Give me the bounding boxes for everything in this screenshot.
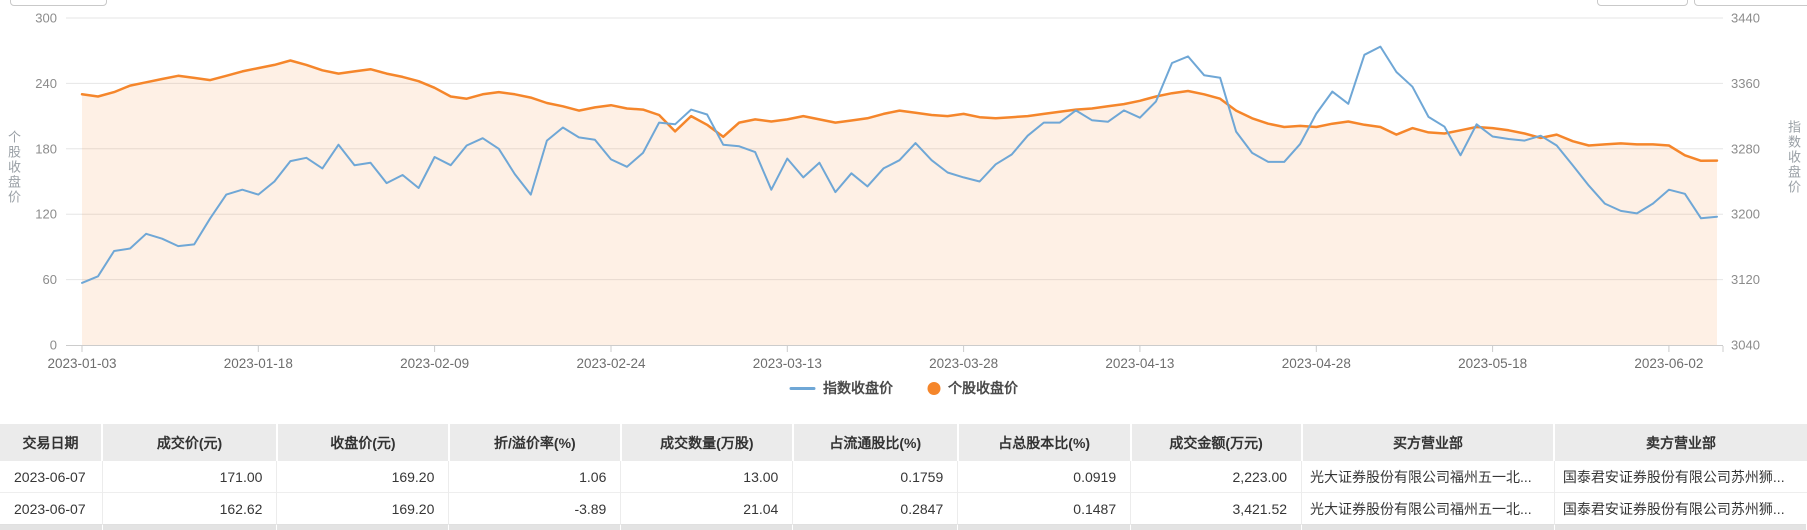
cell-total-share-ratio: 0.0919 [957, 461, 1132, 493]
legend-circle-marker [927, 381, 940, 395]
col-header-buyer-branch: 买方营业部 [1301, 424, 1556, 461]
cell-float-share-ratio: 0.1759 [792, 461, 959, 493]
stock-price-area [82, 60, 1717, 345]
col-header-total-share-ratio: 占总股本比(%) [957, 424, 1132, 461]
legend-item-index-close[interactable]: 指数收盘价 [789, 378, 893, 398]
x-axis-tick-label: 2023-04-13 [1105, 356, 1174, 371]
partial-control-left[interactable] [10, 0, 107, 6]
left-axis-title: 个股收盘价 [6, 130, 21, 205]
right-axis-tick-label: 3200 [1731, 207, 1760, 222]
left-axis-tick-label: 60 [43, 272, 57, 287]
x-axis-tick-label: 2023-05-18 [1458, 356, 1527, 371]
cell-amount: 3,421.52 [1130, 492, 1303, 525]
x-axis-tick-label: 2023-01-18 [224, 356, 293, 371]
cell-seller-branch[interactable]: 国泰君安证券股份有限公司苏州狮... [1554, 492, 1807, 525]
cell-premium-rate: 1.06 [448, 461, 622, 493]
cell-buyer-branch[interactable]: 光大证券股份有限公司福州五一北... [1301, 461, 1555, 493]
left-axis-tick-label: 240 [35, 76, 57, 91]
partial-control-right-2[interactable] [1694, 0, 1807, 6]
cell-trade-date: 2023-06-07 [0, 461, 103, 493]
cell-total-share-ratio: 0.1487 [957, 492, 1132, 525]
right-axis-tick-label: 3040 [1731, 338, 1760, 353]
table-header-row: 交易日期 成交价(元) 收盘价(元) 折/溢价率(%) 成交数量(万股) 占流通… [0, 424, 1807, 461]
stock-close-line [80, 59, 1719, 163]
left-axis-tick-label: 120 [35, 207, 57, 222]
col-header-trade-date: 交易日期 [0, 424, 104, 461]
left-axis-tick-label: 300 [35, 11, 57, 26]
right-axis-tick-label: 3120 [1731, 272, 1760, 287]
right-axis-tick-label: 3440 [1731, 11, 1760, 26]
left-axis-tick-label: 180 [35, 141, 57, 156]
x-axis-tick-label: 2023-06-02 [1634, 356, 1703, 371]
legend-label: 个股收盘价 [948, 380, 1018, 396]
price-chart[interactable]: 2023-01-03 2023-01-18 2023-02-09 2023-02-24… [0, 0, 1807, 412]
cell-float-share-ratio: 0.2847 [792, 492, 959, 525]
cell-deal-price: 171.00 [102, 461, 278, 493]
cell-close-price: 169.20 [276, 492, 450, 525]
right-axis-title: 指数收盘价 [1786, 120, 1801, 195]
cell-amount: 2,223.00 [1130, 461, 1303, 493]
cell-premium-rate: -3.89 [448, 492, 622, 525]
price-chart-canvas: 2023-01-03 2023-01-18 2023-02-09 2023-02-24… [35, 11, 1760, 372]
right-axis-tick-label: 3280 [1731, 141, 1760, 156]
x-axis-tick-label: 2023-03-28 [929, 356, 998, 371]
chart-legend: 指数收盘价 个股收盘价 [789, 378, 1018, 398]
table-row[interactable]: 2023-06-07 171.00 169.20 1.06 13.00 0.17… [0, 461, 1807, 493]
cell-trade-date: 2023-06-07 [0, 492, 103, 525]
col-header-amount: 成交金额(万元) [1130, 424, 1303, 461]
x-axis-tick-label: 2023-02-24 [576, 356, 646, 371]
legend-line-marker [789, 386, 815, 390]
index-close-line [81, 45, 1718, 284]
cell-seller-branch[interactable]: 国泰君安证券股份有限公司苏州狮... [1554, 461, 1807, 493]
table-row[interactable]: 2023-06-07 162.62 169.20 -3.89 21.04 0.2… [0, 492, 1807, 525]
left-axis-tick-label: 0 [50, 338, 57, 353]
legend-item-stock-close[interactable]: 个股收盘价 [927, 378, 1018, 398]
cell-close-price: 169.20 [276, 461, 450, 493]
trade-detail-table: 交易日期 成交价(元) 收盘价(元) 折/溢价率(%) 成交数量(万股) 占流通… [0, 424, 1807, 530]
col-header-close-price: 收盘价(元) [276, 424, 450, 461]
table-row-clipped [0, 524, 1807, 530]
cell-volume: 21.04 [620, 492, 794, 525]
right-axis-tick-label: 3360 [1731, 76, 1760, 91]
col-header-float-share-ratio: 占流通股比(%) [792, 424, 959, 461]
cell-deal-price: 162.62 [102, 492, 278, 525]
col-header-premium-rate: 折/溢价率(%) [448, 424, 622, 461]
x-axis-tick-label: 2023-03-13 [753, 356, 822, 371]
cell-buyer-branch[interactable]: 光大证券股份有限公司福州五一北... [1301, 492, 1555, 525]
legend-label: 指数收盘价 [823, 380, 893, 396]
col-header-deal-price: 成交价(元) [102, 424, 278, 461]
x-axis-tick-label: 2023-02-09 [400, 356, 469, 371]
x-axis-tick-label: 2023-04-28 [1282, 356, 1351, 371]
x-axis-tick-label: 2023-01-03 [47, 356, 116, 371]
col-header-seller-branch: 卖方营业部 [1554, 424, 1807, 461]
partial-control-right-1[interactable] [1597, 0, 1688, 6]
cell-volume: 13.00 [620, 461, 794, 493]
col-header-volume: 成交数量(万股) [620, 424, 794, 461]
